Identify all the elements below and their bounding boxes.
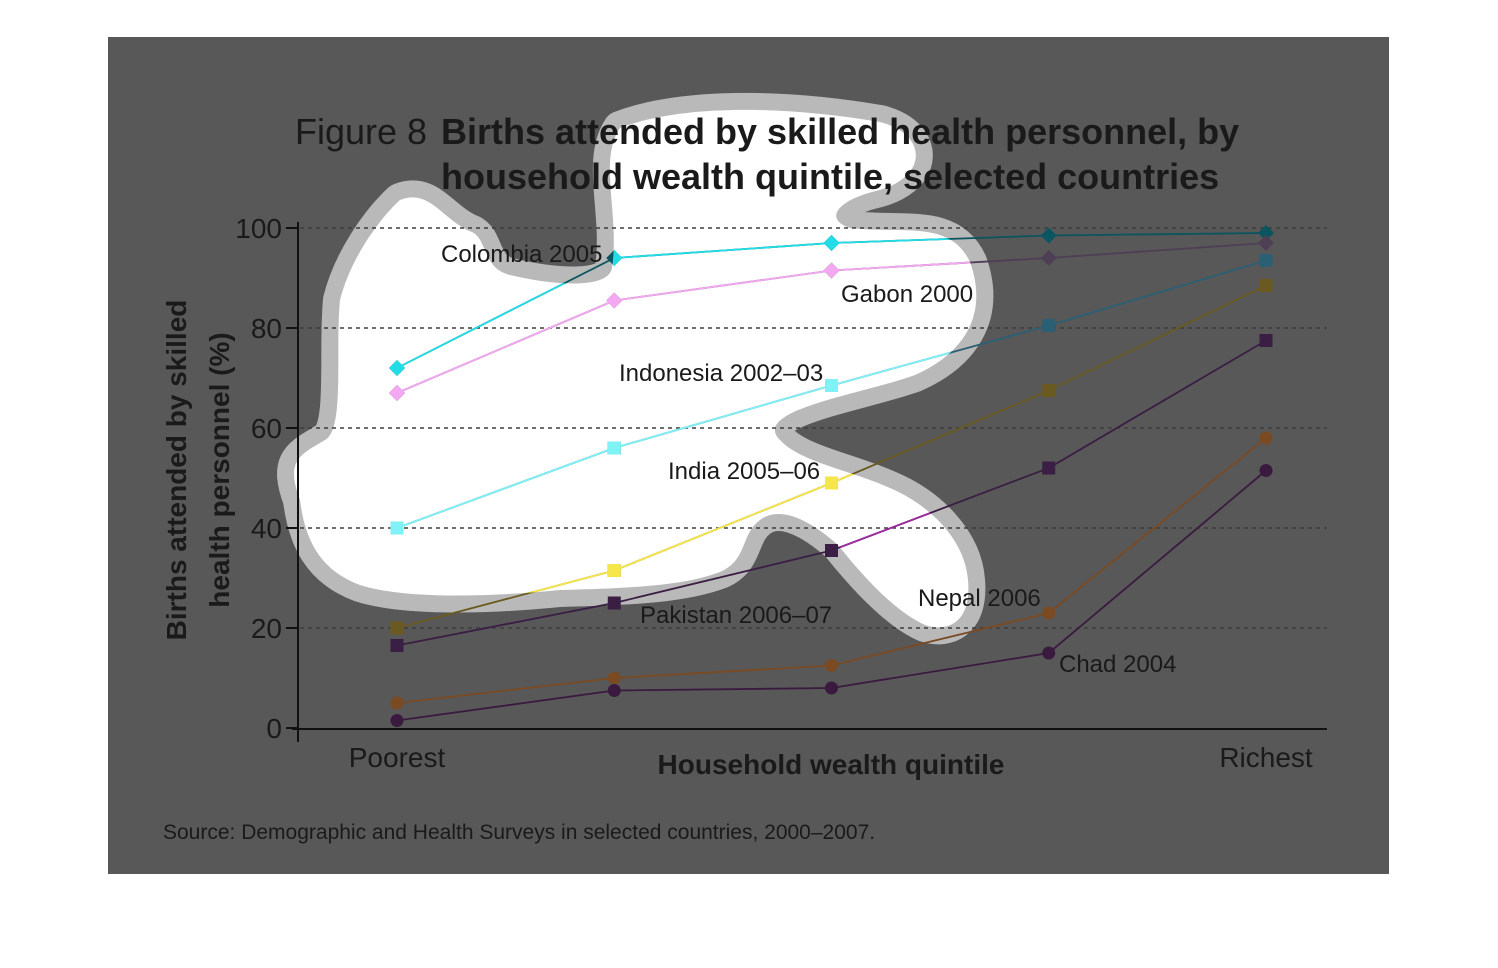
x-tick-label: Richest [1219, 742, 1313, 773]
label-pakistan: Pakistan 2006–07 [640, 602, 832, 629]
label-indonesia: Indonesia 2002–03 [619, 360, 823, 387]
label-india: India 2005–06 [668, 458, 820, 485]
data-point-marker [825, 681, 838, 695]
data-point-marker [1258, 225, 1274, 241]
data-point-marker [1259, 254, 1273, 267]
x-tick-labels: Poorest Richest [349, 742, 1313, 773]
data-point-marker [1259, 279, 1273, 292]
data-point-marker [390, 621, 404, 635]
series-2 [390, 259, 977, 535]
data-point-marker [606, 292, 623, 309]
data-point-marker [1040, 227, 1057, 244]
data-point-marker [1258, 235, 1274, 251]
y-tick-label: 20 [251, 613, 282, 644]
data-point-marker [825, 659, 838, 672]
y-tick-label: 100 [235, 213, 282, 244]
data-point-marker [390, 521, 404, 535]
data-point-marker [1042, 646, 1056, 660]
data-point-marker [390, 696, 404, 710]
data-point-marker [1042, 384, 1056, 397]
data-point-marker [607, 564, 621, 577]
data-point-marker [1259, 464, 1273, 477]
label-chad: Chad 2004 [1059, 651, 1176, 678]
grid-lines [300, 227, 1327, 629]
y-tick-label: 40 [251, 513, 282, 544]
label-nepal: Nepal 2006 [918, 585, 1041, 612]
series-lines [389, 225, 1274, 727]
label-gabon: Gabon 2000 [841, 281, 973, 308]
source-note: Source: Demographic and Health Surveys i… [163, 821, 875, 844]
x-tick-label: Poorest [349, 742, 446, 773]
data-point-marker [825, 379, 838, 392]
y-axis-title-line1: Births attended by skilled [161, 300, 192, 641]
data-point-marker [1259, 334, 1273, 347]
data-point-marker [1040, 250, 1057, 266]
y-axis-title: Births attended by skilled health person… [161, 300, 235, 641]
x-axis-title: Household wealth quintile [658, 749, 1005, 780]
data-point-marker [607, 671, 621, 685]
series-5 [390, 431, 1273, 710]
data-point-marker [1042, 319, 1056, 332]
series-4 [390, 334, 1273, 652]
y-tick-label: 0 [266, 713, 282, 744]
y-tick-label: 80 [251, 313, 282, 344]
data-point-marker [825, 476, 838, 490]
data-point-marker [1259, 431, 1273, 445]
data-point-marker [823, 235, 840, 251]
data-point-marker [823, 262, 840, 279]
series-6 [390, 464, 1273, 727]
data-point-marker [1042, 461, 1056, 475]
figure-title-line2: household wealth quintile, selected coun… [441, 156, 1219, 197]
data-point-marker [607, 596, 621, 610]
data-point-marker [825, 544, 838, 557]
y-axis-title-line2: health personnel (%) [204, 332, 235, 607]
data-point-marker [390, 639, 404, 652]
y-tick-label: 60 [251, 413, 282, 444]
y-tick-labels: 0 20 40 60 80 100 [235, 213, 298, 744]
data-point-marker [1042, 606, 1056, 620]
series-1 [389, 242, 977, 401]
figure-title-line1: Births attended by skilled health person… [441, 111, 1239, 152]
label-colombia: Colombia 2005 [441, 241, 602, 268]
series-3 [390, 284, 977, 628]
data-point-marker [389, 385, 405, 401]
data-point-marker [607, 441, 621, 455]
data-point-marker [607, 684, 621, 697]
figure-label: Figure 8 [295, 111, 427, 152]
data-point-marker [389, 360, 405, 376]
data-point-marker [390, 714, 404, 727]
